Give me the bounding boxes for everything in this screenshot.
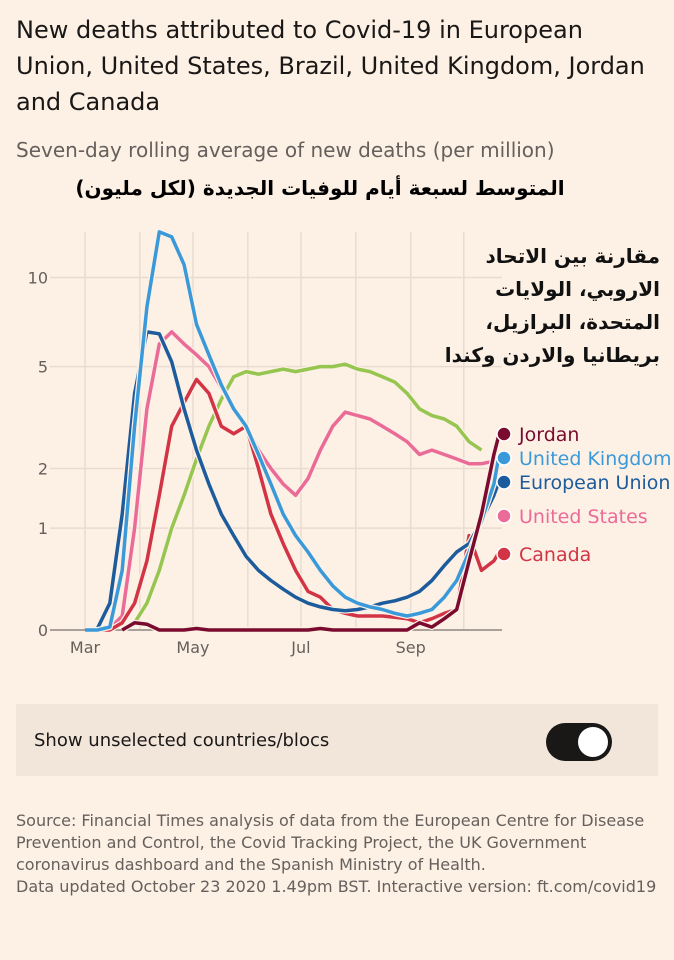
x-tick-label: Sep <box>396 638 426 657</box>
toggle-knob[interactable] <box>578 727 608 757</box>
series-halo <box>85 328 495 633</box>
series-line-jordan <box>121 433 501 632</box>
end-marker <box>496 474 512 490</box>
chart-subtitle: Seven-day rolling average of new deaths … <box>16 138 555 162</box>
end-marker <box>496 546 512 562</box>
series-label: Canada <box>519 544 591 566</box>
series-halo <box>84 328 503 633</box>
end-marker <box>496 450 512 466</box>
series-line-canada <box>85 377 501 632</box>
toggle-panel: Show unselected countries/blocs <box>16 704 658 776</box>
series-line-united-states <box>85 330 495 632</box>
y-tick-label: 1 <box>38 519 48 538</box>
x-tick-label: Mar <box>70 638 101 657</box>
show-unselected-toggle[interactable] <box>546 723 612 761</box>
arabic-annotation: مقارنة بين الاتحاد الاروبي، الولايات الم… <box>444 244 660 367</box>
y-tick-label: 2 <box>38 460 48 479</box>
end-marker <box>496 508 512 524</box>
series-label: United Kingdom <box>519 448 672 470</box>
y-tick-label: 10 <box>28 269 48 288</box>
source-text: Source: Financial Times analysis of data… <box>16 811 645 874</box>
series-line-united-kingdom <box>85 230 501 632</box>
series-line-european-union <box>84 330 501 632</box>
x-tick-label: Jul <box>290 638 310 657</box>
y-tick-label: 5 <box>38 358 48 377</box>
x-tick-label: May <box>176 638 209 657</box>
line-chart: 0 1 2 5 10 Mar May Jul Sep United States Canada Eu… <box>28 228 672 657</box>
series-label: Jordan <box>518 424 579 446</box>
arabic-subtitle: المتوسط لسبعة أيام للوفيات الجديدة (لكل … <box>75 176 565 200</box>
y-tick-label: 0 <box>38 621 48 640</box>
series-halo <box>120 361 484 633</box>
series-label: European Union <box>519 472 670 494</box>
source-note: Source: Financial Times analysis of data… <box>16 810 666 898</box>
end-marker <box>496 426 512 442</box>
toggle-label: Show unselected countries/blocs <box>34 730 330 751</box>
series-label: United States <box>519 506 648 528</box>
updated-text: Data updated October 23 2020 1.49pm BST.… <box>16 877 657 896</box>
series-line-brazil <box>121 362 483 632</box>
chart-title: New deaths attributed to Covid-19 in Eur… <box>16 16 645 116</box>
